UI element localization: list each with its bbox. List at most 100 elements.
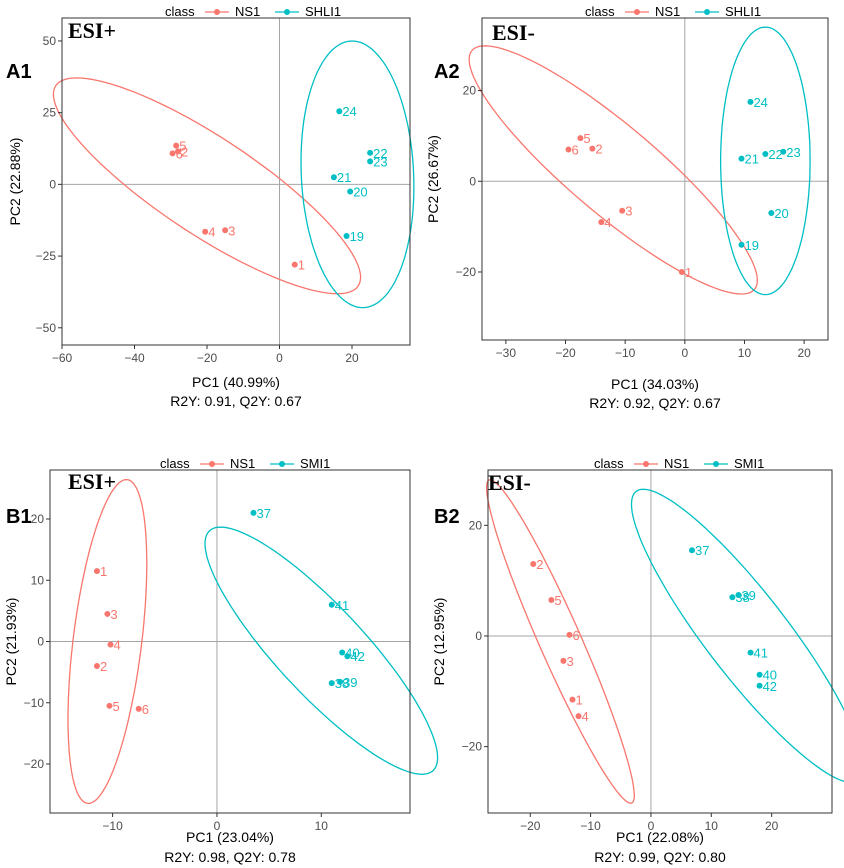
data-point-ns1-5 [577, 135, 584, 142]
data-point-shli1-21 [330, 174, 337, 181]
point-label: 5 [179, 139, 186, 154]
legend: class NS1 SMI1 [594, 456, 764, 471]
point-label: 22 [373, 146, 387, 161]
point-label: 4 [582, 709, 589, 724]
point-label: 42 [763, 679, 777, 694]
legend-title: class [160, 456, 190, 471]
data-point-ns1-1 [678, 268, 685, 275]
x-tick-label: −30 [496, 346, 517, 360]
plot-frame [481, 17, 829, 341]
y-tick-label: 25 [43, 106, 57, 120]
y-tick-label: −20 [456, 265, 477, 279]
ionization-mode-label: ESI- [492, 20, 535, 45]
ellipse-ns1 [468, 45, 758, 295]
panel-label: B2 [434, 506, 460, 528]
point-label: 20 [353, 185, 367, 200]
point-label: 40 [763, 668, 777, 683]
legend-entry-smi1: SMI1 [734, 456, 764, 471]
y-tick-label: −25 [36, 249, 57, 263]
point-label: 41 [335, 598, 349, 613]
panel-label: A2 [434, 61, 460, 83]
y-tick-label: 50 [43, 34, 57, 48]
data-point-ns1-5 [173, 142, 180, 149]
data-point-shli1-20 [768, 210, 775, 217]
data-point-smi1-42 [344, 653, 351, 660]
ellipse-shli1 [300, 40, 415, 309]
point-label: 2 [595, 142, 602, 157]
legend: class NS1 SHLI1 [585, 4, 761, 19]
legend-entry-smi1: SMI1 [300, 456, 330, 471]
y-axis-title: PC2 (21.93%) [3, 598, 19, 686]
data-point-ns1-4 [575, 713, 582, 720]
point-label: 5 [583, 131, 590, 146]
model-stats: R2Y: 0.98, Q2Y: 0.78 [164, 849, 296, 865]
legend-key-dot [643, 461, 649, 467]
legend-entry-ns1: NS1 [664, 456, 689, 471]
point-label: 24 [753, 95, 767, 110]
point-label: 1 [685, 265, 692, 280]
ellipse-ns1 [485, 479, 635, 804]
data-point-shli1-22 [762, 151, 769, 158]
legend-title: class [585, 4, 615, 19]
data-point-ns1-2 [93, 663, 100, 669]
data-point-smi1-40 [756, 671, 763, 678]
point-label: 39 [343, 675, 357, 690]
y-tick-label: −50 [36, 321, 57, 335]
legend: class NS1 SMI1 [160, 456, 330, 471]
point-label: 3 [110, 607, 117, 622]
point-label: 4 [114, 638, 121, 653]
data-point-ns1-4 [202, 228, 209, 235]
point-label: 21 [745, 152, 759, 167]
point-label: 5 [554, 593, 561, 608]
ellipse-smi1 [630, 488, 844, 783]
point-label: 4 [208, 225, 215, 240]
legend-key-dot [704, 9, 710, 15]
ellipse-ns1 [67, 478, 148, 805]
point-label: 42 [350, 649, 364, 664]
data-point-ns1-5 [548, 597, 555, 604]
legend-key-dot [214, 9, 220, 15]
model-stats: R2Y: 0.99, Q2Y: 0.80 [594, 849, 726, 865]
ionization-mode-label: ESI+ [68, 469, 116, 494]
y-tick-label: 0 [37, 635, 44, 649]
x-tick-label: −40 [124, 351, 145, 365]
legend-entry-shli1: SHLI1 [305, 4, 341, 19]
y-axis-title: PC2 (12.95%) [431, 598, 447, 686]
legend-entry-shli1: SHLI1 [725, 4, 761, 19]
x-tick-label: 0 [276, 351, 283, 365]
data-point-shli1-21 [738, 155, 745, 162]
point-label: 19 [350, 229, 364, 244]
legend-title: class [594, 456, 624, 471]
x-axis-title: PC1 (23.04%) [186, 829, 274, 845]
panel-label: B1 [6, 506, 32, 528]
data-point-ns1-5 [106, 702, 113, 709]
point-label: 3 [228, 223, 235, 238]
x-tick-label: 0 [681, 346, 688, 360]
data-point-smi1-37 [688, 547, 695, 554]
y-tick-label: −20 [462, 740, 483, 754]
data-point-ns1-2 [589, 145, 596, 152]
data-point-ns1-1 [291, 261, 298, 268]
data-point-smi1-41 [328, 601, 335, 608]
point-label: 2 [536, 557, 543, 572]
ionization-mode-label: ESI+ [68, 18, 116, 43]
x-tick-label: 20 [765, 819, 779, 833]
model-stats: R2Y: 0.92, Q2Y: 0.67 [589, 395, 721, 411]
plot-frame [487, 469, 833, 814]
data-point-ns1-6 [565, 146, 572, 153]
x-tick-label: −10 [580, 819, 601, 833]
point-label: 5 [112, 699, 119, 714]
data-point-smi1-39 [735, 592, 742, 599]
data-point-ns1-1 [569, 696, 576, 703]
point-label: 20 [774, 206, 788, 221]
point-label: 3 [566, 654, 573, 669]
data-point-smi1-39 [337, 678, 344, 685]
data-point-shli1-19 [343, 233, 350, 239]
data-point-shli1-23 [367, 158, 374, 165]
data-point-ns1-3 [222, 227, 229, 234]
data-point-shli1-23 [780, 148, 787, 155]
y-tick-label: 0 [49, 177, 56, 191]
